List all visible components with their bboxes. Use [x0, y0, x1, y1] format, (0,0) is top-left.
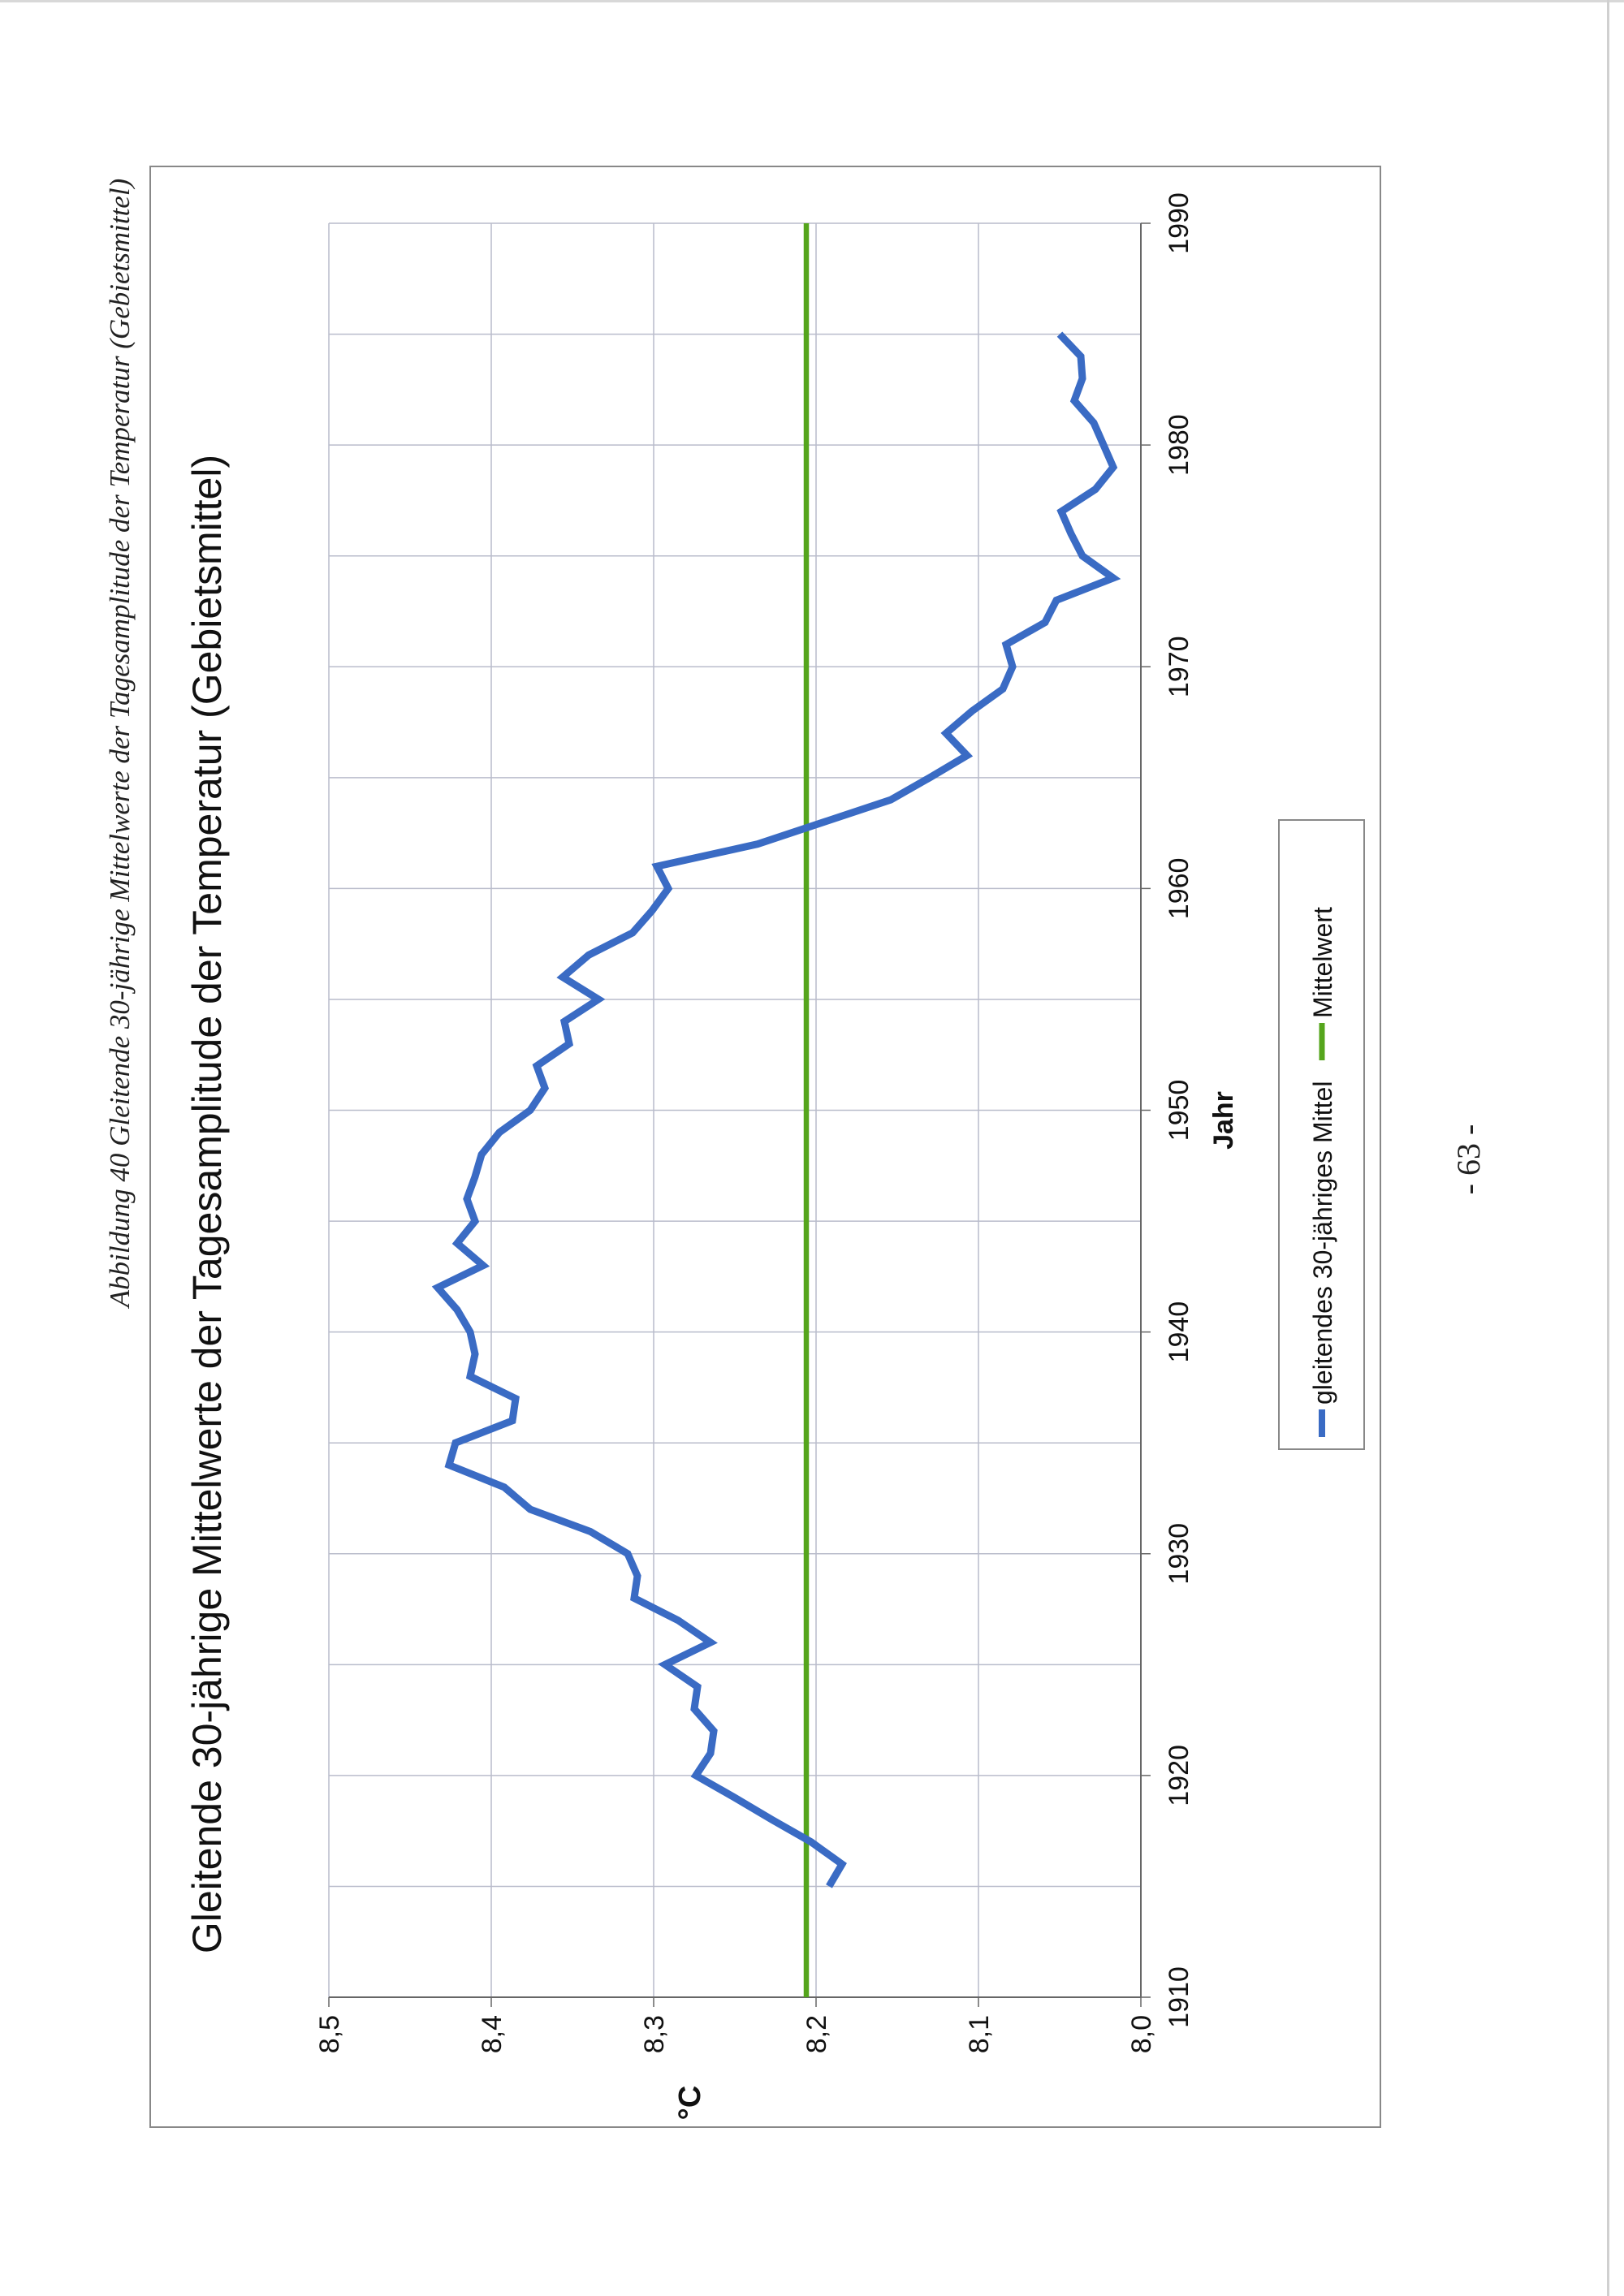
legend-label-mean: Mittelwert [1308, 907, 1337, 1018]
series-lines [431, 223, 1121, 1997]
x-tick-label: 1910 [1164, 1966, 1194, 2028]
x-tick-label: 1970 [1164, 636, 1194, 697]
y-tick-label: 8,4 [477, 2015, 508, 2053]
x-axis-ticks: 1910 1920 1930 1940 1950 1960 1970 1980 1990 [1141, 192, 1194, 2028]
legend-label-series: gleitendes 30-jähriges Mittel [1308, 1081, 1337, 1405]
y-tick-label: 8,0 [1126, 2015, 1157, 2053]
y-tick-label: 8,5 [314, 2015, 345, 2053]
x-tick-label: 1980 [1164, 414, 1194, 476]
scan-edge-right [1607, 0, 1609, 2296]
x-tick-label: 1930 [1164, 1523, 1194, 1585]
series-line-moving-average [431, 331, 1121, 1888]
y-tick-label: 8,3 [639, 2015, 670, 2053]
grid [328, 222, 1142, 1998]
chart-title: Gleitende 30-jährige Mittelwerte der Tag… [184, 455, 230, 1953]
y-axis-label: °C [673, 2086, 707, 2121]
x-tick-label: 1920 [1164, 1745, 1194, 1806]
x-tick-label: 1940 [1164, 1301, 1194, 1363]
legend: gleitendes 30-jähriges Mittel Mittelwert [1278, 819, 1365, 1450]
y-axis-ticks: 8,0 8,1 8,2 8,3 8,4 8,5 [314, 1997, 1157, 2053]
chart-frame [149, 166, 1381, 2128]
legend-box [1278, 819, 1365, 1450]
x-tick-label: 1990 [1164, 192, 1194, 254]
x-axis-label: Jahr [1208, 1091, 1239, 1150]
x-tick-label: 1960 [1164, 858, 1194, 920]
y-tick-label: 8,1 [964, 2015, 995, 2053]
x-tick-label: 1950 [1164, 1080, 1194, 1142]
scan-edge-top [0, 0, 1624, 2]
y-tick-label: 8,2 [801, 2015, 832, 2053]
